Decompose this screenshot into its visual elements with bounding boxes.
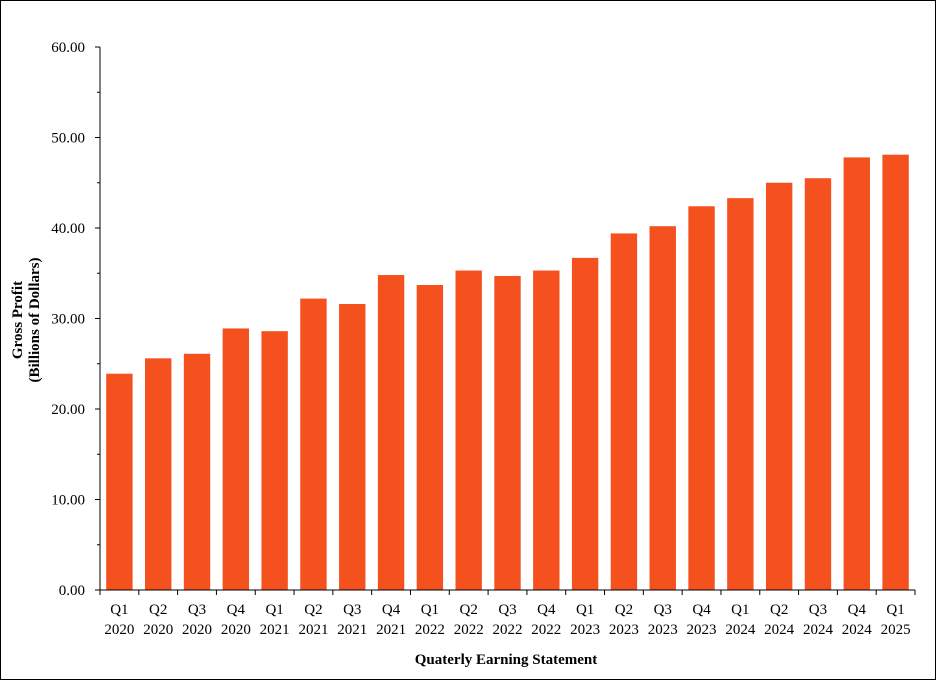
y-tick-label: 10.00 <box>51 493 85 509</box>
bar-1 <box>145 358 172 590</box>
x-tick-label-year: 2021 <box>298 622 328 638</box>
x-tick-label-year: 2021 <box>337 622 367 638</box>
x-tick-label-year: 2020 <box>143 622 173 638</box>
x-tick-label-quarter: Q3 <box>654 602 672 618</box>
x-tick-label-year: 2022 <box>454 622 484 638</box>
x-tick-label-year: 2021 <box>376 622 406 638</box>
x-tick-label-quarter: Q3 <box>188 602 206 618</box>
x-tick-label-quarter: Q1 <box>421 602 439 618</box>
x-tick-label-quarter: Q1 <box>110 602 128 618</box>
bar-10 <box>494 275 521 590</box>
x-tick-label-year: 2024 <box>842 622 873 638</box>
x-tick-label-quarter: Q4 <box>227 602 246 618</box>
x-tick-label-year: 2020 <box>221 622 251 638</box>
x-tick-label-quarter: Q4 <box>692 602 711 618</box>
bar-11 <box>533 270 560 590</box>
bar-4 <box>261 331 288 590</box>
bar-2 <box>183 353 211 590</box>
y-tick-label: 40.00 <box>51 221 85 237</box>
bar-15 <box>688 206 715 590</box>
x-tick-label-year: 2024 <box>725 622 756 638</box>
y-tick-label: 30.00 <box>51 312 85 328</box>
x-tick-label-year: 2020 <box>182 622 212 638</box>
x-tick-label-quarter: Q4 <box>537 602 556 618</box>
x-tick-label-year: 2023 <box>687 622 717 638</box>
x-tick-label-quarter: Q1 <box>731 602 749 618</box>
x-tick-label-quarter: Q3 <box>343 602 361 618</box>
bar-19 <box>843 157 870 590</box>
x-tick-label-year: 2020 <box>104 622 134 638</box>
x-tick-label-quarter: Q3 <box>809 602 827 618</box>
bar-14 <box>649 226 676 590</box>
x-tick-label-year: 2022 <box>415 622 445 638</box>
x-tick-label-quarter: Q3 <box>498 602 516 618</box>
bar-7 <box>377 275 405 590</box>
x-tick-label-quarter: Q2 <box>149 602 167 618</box>
bar-13 <box>610 233 638 590</box>
x-tick-label-quarter: Q2 <box>615 602 633 618</box>
x-tick-label-year: 2024 <box>803 622 834 638</box>
bar-12 <box>571 257 599 590</box>
x-tick-label-year: 2022 <box>531 622 561 638</box>
bar-3 <box>222 328 250 590</box>
x-tick-label-year: 2024 <box>764 622 795 638</box>
bar-18 <box>804 178 832 590</box>
bar-5 <box>300 298 327 590</box>
x-tick-label-quarter: Q4 <box>848 602 867 618</box>
x-tick-label-quarter: Q2 <box>304 602 322 618</box>
x-tick-label-quarter: Q1 <box>265 602 283 618</box>
bar-6 <box>339 304 366 590</box>
bar-0 <box>106 373 133 590</box>
x-tick-label-quarter: Q4 <box>382 602 401 618</box>
x-tick-label-quarter: Q1 <box>886 602 904 618</box>
bar-20 <box>882 154 909 590</box>
x-tick-label-year: 2023 <box>609 622 639 638</box>
y-axis-title-line2: (Billions of Dollars) <box>27 257 43 382</box>
x-tick-label-year: 2022 <box>493 622 523 638</box>
y-axis-title-group: Gross Profit (Billions of Dollars) <box>10 257 43 382</box>
x-tick-label-year: 2023 <box>570 622 600 638</box>
y-tick-label: 50.00 <box>51 131 85 147</box>
y-tick-label: 20.00 <box>51 402 85 418</box>
bar-9 <box>455 270 482 590</box>
x-axis-title: Quaterly Earning Statement <box>415 652 597 668</box>
x-tick-label-quarter: Q2 <box>770 602 788 618</box>
x-tick-label-year: 2023 <box>648 622 678 638</box>
y-tick-label: 60.00 <box>51 40 85 56</box>
x-tick-label-year: 2021 <box>260 622 290 638</box>
bar-8 <box>416 285 444 590</box>
bar-16 <box>727 198 754 590</box>
x-axis: Q1 2020 Q2 2020 Q3 2020 Q4 2020 Q1 2021 Q2 2021 Q3 20… <box>99 589 916 638</box>
y-axis-title-line1: Gross Profit <box>10 281 26 359</box>
x-tick-label-quarter: Q2 <box>460 602 478 618</box>
x-tick-label-quarter: Q1 <box>576 602 594 618</box>
x-tick-label-year: 2025 <box>881 622 911 638</box>
bar-17 <box>765 182 793 590</box>
y-tick-label: 0.00 <box>59 583 85 599</box>
y-axis: 0.00 10.00 20.00 30.00 40.00 50.00 60.00 <box>51 40 101 599</box>
bars-group <box>106 154 909 590</box>
